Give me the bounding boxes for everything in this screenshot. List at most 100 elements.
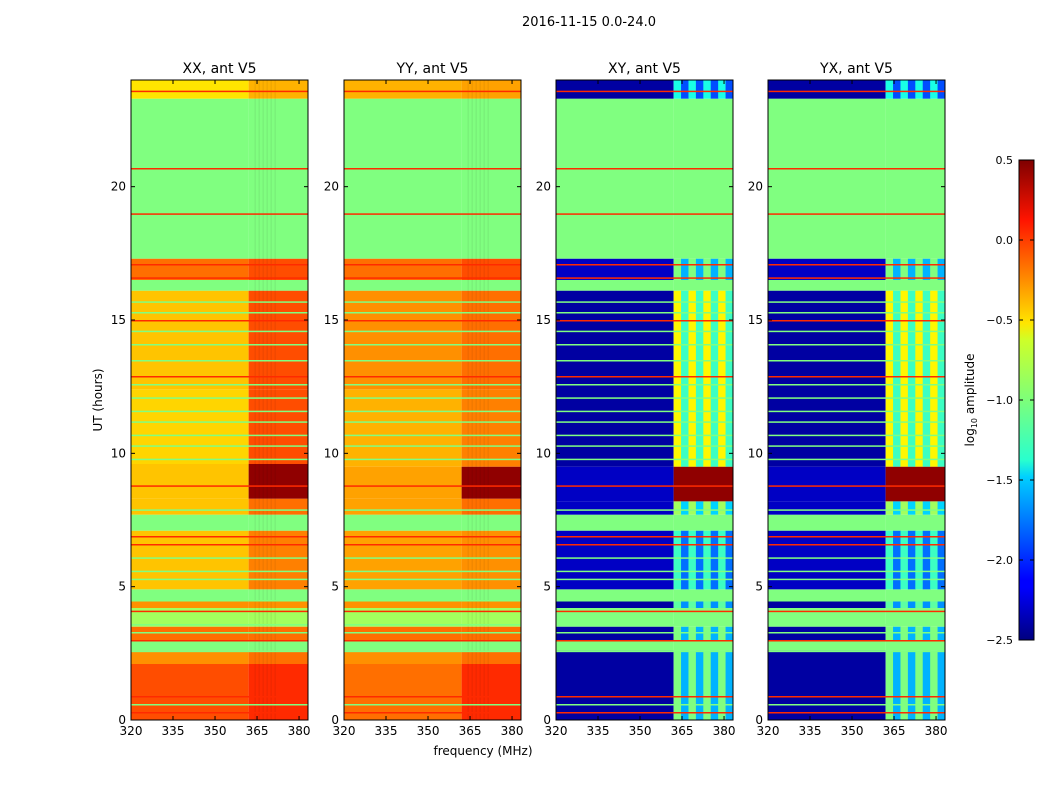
cell-low — [768, 466, 886, 502]
flag-line — [131, 544, 308, 546]
cell-low — [344, 466, 462, 499]
cell-low — [344, 80, 462, 99]
flagged-row — [131, 570, 308, 573]
x-tick-label: 350 — [629, 724, 652, 738]
cell-high — [681, 80, 689, 99]
x-tick-label: 365 — [246, 724, 269, 738]
cell-high — [248, 98, 308, 259]
flagged-row — [344, 301, 521, 303]
flagged-row — [344, 397, 521, 399]
y-tick-label: 20 — [748, 180, 763, 194]
cell-low — [768, 501, 886, 515]
flagged-row — [768, 557, 945, 559]
flag-line — [768, 320, 945, 322]
cell-high — [922, 80, 931, 99]
panel-0: XX, ant V5 320 335 350 365 380 0 5 10 15 20 — [111, 61, 311, 738]
flagged-row — [344, 578, 521, 581]
cell-high — [915, 501, 924, 515]
colorbar-tick-label: −1.0 — [986, 394, 1013, 407]
cell-low — [131, 514, 249, 531]
cell-low — [556, 640, 674, 651]
flag-line — [768, 712, 945, 714]
flagged-row — [768, 704, 945, 706]
cell-high — [937, 290, 946, 467]
cell-high — [907, 650, 916, 720]
flag-line — [344, 213, 521, 215]
cell-low — [768, 280, 886, 291]
cell-high — [688, 600, 697, 608]
cell-high — [885, 258, 894, 280]
cell-high — [461, 498, 521, 515]
cell-high — [885, 280, 945, 291]
cell-high — [922, 290, 931, 467]
flag-line — [556, 536, 733, 538]
cell-low — [556, 600, 674, 608]
y-tick-label: 10 — [536, 446, 551, 460]
flag-line — [768, 264, 945, 266]
cell-high — [725, 600, 734, 608]
cell-high — [718, 290, 727, 467]
flagged-row — [344, 704, 521, 706]
flagged-row — [344, 360, 521, 362]
panel-3: YX, ant V5 320 335 350 365 380 0 5 10 15 20 — [748, 61, 948, 738]
flag-line — [131, 168, 308, 170]
flag-line — [344, 610, 521, 613]
flagged-row — [131, 330, 308, 333]
cell-high — [900, 258, 909, 280]
flag-line — [556, 90, 733, 93]
cell-high — [900, 80, 909, 99]
cell-low — [344, 640, 462, 651]
cell-high — [710, 501, 719, 515]
cell-low — [344, 258, 462, 280]
cell-high — [718, 650, 727, 720]
cell-high — [930, 290, 939, 467]
flag-line — [131, 264, 308, 266]
flag-line — [344, 640, 521, 642]
cell-high — [710, 258, 719, 280]
flag-line — [768, 485, 945, 487]
cell-high — [703, 290, 712, 467]
cell-low — [131, 664, 249, 720]
cell-high — [673, 589, 733, 600]
flagged-row — [344, 434, 521, 437]
panel-frame — [130, 79, 309, 721]
panel-1: YY, ant V5 320 335 350 365 380 0 5 10 15 20 — [324, 61, 524, 738]
cell-low — [131, 98, 249, 259]
cell-high — [900, 530, 909, 590]
cell-high — [915, 530, 924, 590]
y-tick-label: 20 — [536, 180, 551, 194]
cell-low — [131, 280, 249, 291]
flagged-row — [556, 421, 733, 423]
cell-low — [768, 290, 886, 467]
cell-high — [461, 80, 521, 99]
x-tick-label: 320 — [757, 724, 780, 738]
flagged-row — [344, 650, 521, 653]
flag-line — [344, 90, 521, 93]
cell-high — [900, 600, 909, 608]
cell-low — [131, 640, 249, 651]
flagged-row — [768, 312, 945, 314]
cell-low — [131, 258, 249, 280]
cell-high — [248, 498, 308, 515]
y-tick-label: 10 — [748, 446, 763, 460]
flag-line — [344, 712, 521, 714]
channel-stripe — [274, 80, 276, 720]
flag-line — [131, 90, 308, 93]
cell-low — [556, 530, 674, 590]
flagged-row — [131, 509, 308, 511]
cell-low — [344, 530, 462, 590]
cell-low — [131, 290, 249, 390]
cell-high — [885, 501, 894, 515]
cell-high — [725, 290, 734, 467]
flagged-row — [556, 384, 733, 386]
figure-title: 2016-11-15 0.0-24.0 — [522, 15, 656, 30]
cell-high — [461, 650, 521, 664]
cell-low — [556, 650, 674, 720]
cell-high — [915, 650, 924, 720]
flagged-row — [344, 312, 521, 314]
panel-2: XY, ant V5 320 335 350 365 380 0 5 10 15 20 — [536, 61, 736, 738]
y-tick-label: 15 — [324, 313, 339, 327]
flagged-row — [131, 397, 308, 399]
cell-high — [673, 80, 682, 99]
